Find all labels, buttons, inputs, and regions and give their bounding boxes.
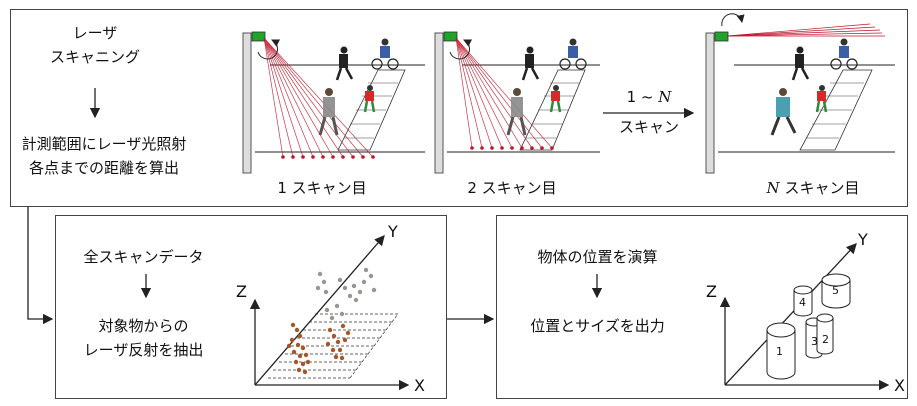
object-1-label: 1	[776, 345, 783, 358]
object-4-label: 4	[799, 296, 806, 309]
scan-scene-2	[434, 31, 600, 174]
point-cloud-plot	[249, 235, 410, 391]
scan-repeat-n: N	[658, 88, 672, 106]
scan-repeat-label-line-1: 1 ~ N	[608, 90, 690, 105]
walker-figure	[335, 46, 354, 81]
br-axis-y-label: Y	[858, 230, 868, 249]
description-line-1: 計測範囲にレーザ光照射	[21, 135, 187, 153]
object-4-cylinder	[793, 285, 813, 317]
description-line-2: 各点までの距離を算出	[28, 159, 179, 177]
pedestrian-figure	[318, 88, 339, 136]
object-2-cylinder	[816, 313, 834, 355]
extract-label-line-2: レーザ反射を抽出	[83, 341, 204, 359]
flow-connector-left	[27, 207, 54, 325]
object-5-label: 5	[832, 284, 839, 297]
object-2-label: 2	[822, 333, 829, 346]
bl-axis-x-label: X	[414, 376, 425, 395]
title-line-2: スキャニング	[49, 48, 140, 66]
br-axis-z-label: Z	[706, 282, 717, 301]
object-position-plot	[719, 243, 890, 391]
scan-repeat-prefix: 1 ~	[626, 88, 659, 106]
object-5-cylinder	[821, 273, 851, 309]
scan-scene-1	[242, 31, 425, 174]
scan-n-label: N スキャン目	[748, 181, 878, 196]
cyclist-figure	[371, 38, 399, 70]
compute-position-label: 物体の位置を演算	[537, 248, 658, 266]
extract-label-line-1: 対象物からの	[98, 317, 189, 335]
scan-n-label-n: N	[766, 179, 780, 197]
object-3-label: 3	[811, 335, 818, 348]
object-1-cylinder	[766, 322, 796, 380]
scan-n-label-text: スキャン目	[779, 179, 860, 197]
bl-axis-y-label: Y	[388, 222, 398, 241]
gray-point-cluster	[315, 267, 377, 321]
bl-axis-z-label: Z	[236, 282, 247, 301]
all-scan-data-label: 全スキャンデータ	[83, 248, 204, 266]
child-figure	[363, 85, 376, 113]
scan-scene-n	[705, 13, 895, 174]
brown-point-cluster	[286, 322, 351, 375]
output-size-label: 位置とサイズを出力	[530, 317, 665, 335]
br-axis-x-label: X	[894, 376, 905, 395]
scan-repeat-label-line-2: スキャン	[618, 118, 679, 136]
scan-1-label: 1 スキャン目	[277, 179, 367, 197]
title-line-1: レーザ	[72, 24, 118, 42]
scan-2-label: 2 スキャン目	[467, 179, 557, 197]
